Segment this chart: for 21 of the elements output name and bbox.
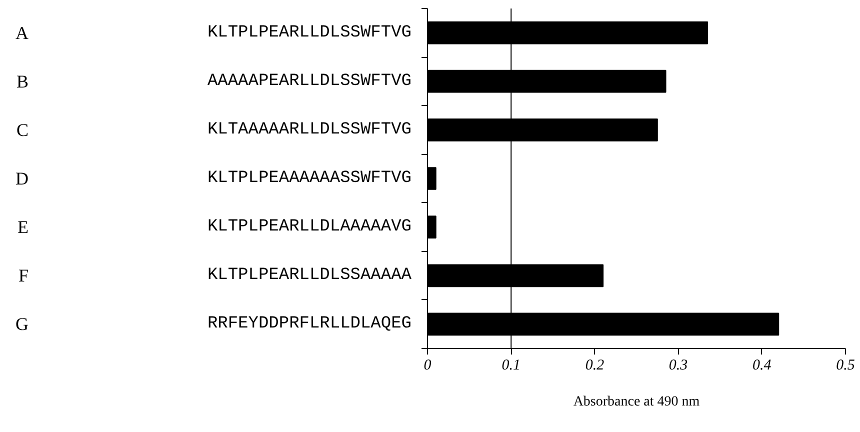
text: G	[16, 314, 28, 334]
text: F	[18, 266, 29, 286]
x-tick-label: 0.1	[502, 358, 520, 374]
text: C	[16, 120, 29, 140]
y-tick-label: AAAAAPEARLLDLSSWFTVG	[207, 72, 412, 91]
y-tick-label: KLTPLPEARLLDLSSAAAAA	[207, 266, 412, 286]
y-tick-label: KLTPLPEARLLDLAAAAAVG	[207, 218, 412, 237]
x-tick-label: 0	[424, 358, 432, 374]
y-tick-label: KLTAAAAARLLDLSSWFTVG	[207, 120, 412, 140]
x-tick-label: 0.2	[585, 358, 605, 374]
y-tick-label: RRFEYDDPRFLRLLDLAQEG	[207, 314, 412, 334]
text: A	[16, 22, 28, 43]
x-tick-label: 0.4	[752, 358, 772, 374]
x-tick-label: 0.3	[668, 358, 688, 374]
x-axis-title: Absorbance at 490 nm	[573, 394, 700, 410]
y-tick-label: KLTPLPEAAAAAASSWFTVG	[207, 169, 412, 188]
x-tick-label: 0.5	[836, 358, 856, 374]
text: D	[16, 168, 28, 188]
text: E	[18, 217, 29, 238]
text: B	[16, 71, 29, 92]
y-tick-label: KLTPLPEARLLDLSSWFTVG	[207, 23, 412, 42]
